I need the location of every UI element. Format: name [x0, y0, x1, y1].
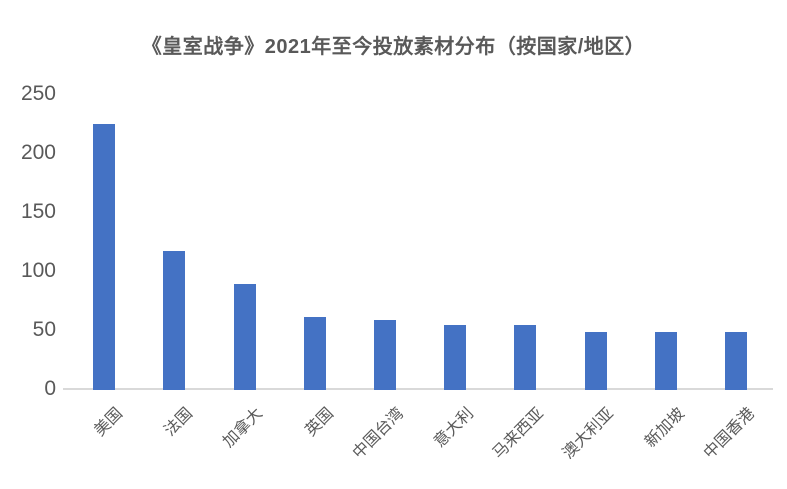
x-axis-label: 中国台湾: [349, 405, 407, 463]
y-tick-label: 150: [20, 200, 56, 224]
x-axis-label: 法国: [161, 405, 197, 440]
x-axis-label: 美国: [91, 405, 127, 440]
x-axis-label: 英国: [302, 405, 337, 440]
bar: [233, 284, 256, 390]
y-tick-label: 100: [20, 259, 56, 283]
x-axis-label: 中国香港: [700, 405, 758, 463]
x-axis-label: 意大利: [431, 405, 478, 451]
bar: [724, 332, 747, 390]
x-axis-label: 新加坡: [641, 405, 688, 451]
bar: [444, 325, 467, 390]
x-axis-label: 加拿大: [220, 405, 267, 451]
x-axis-label: 马来西亚: [490, 405, 548, 463]
x-axis-line: [63, 388, 773, 390]
bar: [654, 332, 677, 390]
bar: [163, 251, 186, 390]
y-tick-label: 0: [44, 377, 56, 401]
bar: [373, 320, 396, 390]
bar: [584, 332, 607, 390]
bar: [303, 317, 326, 390]
bar: [514, 325, 537, 390]
y-tick-label: 50: [32, 318, 56, 342]
chart-title: 《皇室战争》2021年至今投放素材分布（按国家/地区）: [141, 36, 646, 58]
y-tick-label: 200: [20, 141, 56, 165]
y-tick-label: 250: [20, 82, 56, 106]
x-axis-label: 澳大利亚: [560, 405, 618, 463]
bar: [93, 124, 116, 390]
